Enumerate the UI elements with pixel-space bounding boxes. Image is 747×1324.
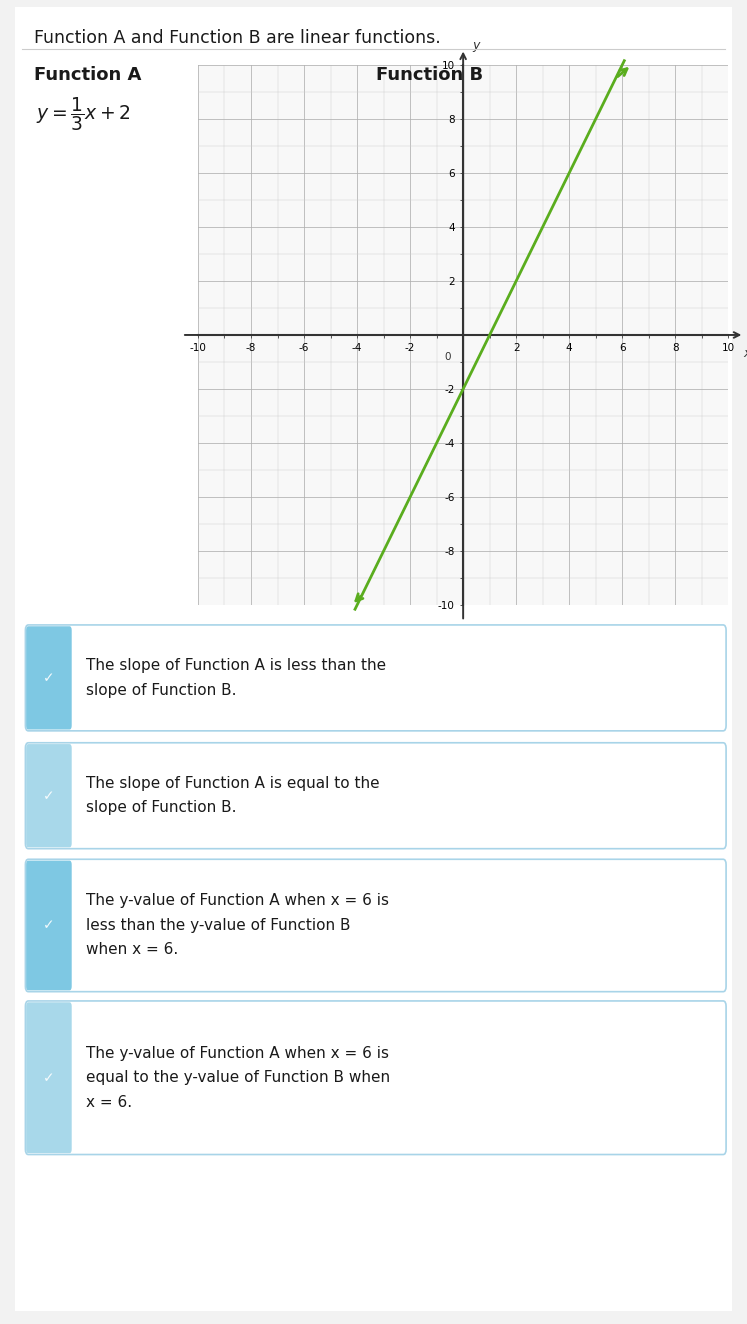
Text: y: y — [473, 40, 480, 53]
Text: The slope of Function A is less than the: The slope of Function A is less than the — [86, 658, 386, 673]
Text: Function A: Function A — [34, 66, 141, 85]
Text: Function B: Function B — [376, 66, 483, 85]
Text: 0: 0 — [444, 352, 450, 361]
Text: slope of Function B.: slope of Function B. — [86, 801, 236, 816]
Text: less than the y-value of Function B: less than the y-value of Function B — [86, 918, 350, 933]
Text: $y = \dfrac{1}{3}x + 2$: $y = \dfrac{1}{3}x + 2$ — [36, 95, 131, 134]
Text: ✓: ✓ — [43, 919, 55, 932]
Text: ✓: ✓ — [43, 1071, 55, 1084]
Text: equal to the y-value of Function B when: equal to the y-value of Function B when — [86, 1070, 390, 1086]
Text: slope of Function B.: slope of Function B. — [86, 683, 236, 698]
Text: The slope of Function A is equal to the: The slope of Function A is equal to the — [86, 776, 379, 790]
Text: Select all the statements that are true.: Select all the statements that are true. — [34, 629, 374, 647]
Text: The y-value of Function A when x = 6 is: The y-value of Function A when x = 6 is — [86, 1046, 389, 1061]
Text: when x = 6.: when x = 6. — [86, 943, 178, 957]
Text: ✓: ✓ — [43, 789, 55, 802]
Text: Function A and Function B are linear functions.: Function A and Function B are linear fun… — [34, 29, 441, 48]
Text: The y-value of Function A when x = 6 is: The y-value of Function A when x = 6 is — [86, 894, 389, 908]
Text: ✓: ✓ — [43, 671, 55, 685]
Text: x = 6.: x = 6. — [86, 1095, 132, 1110]
Text: x: x — [743, 347, 747, 360]
